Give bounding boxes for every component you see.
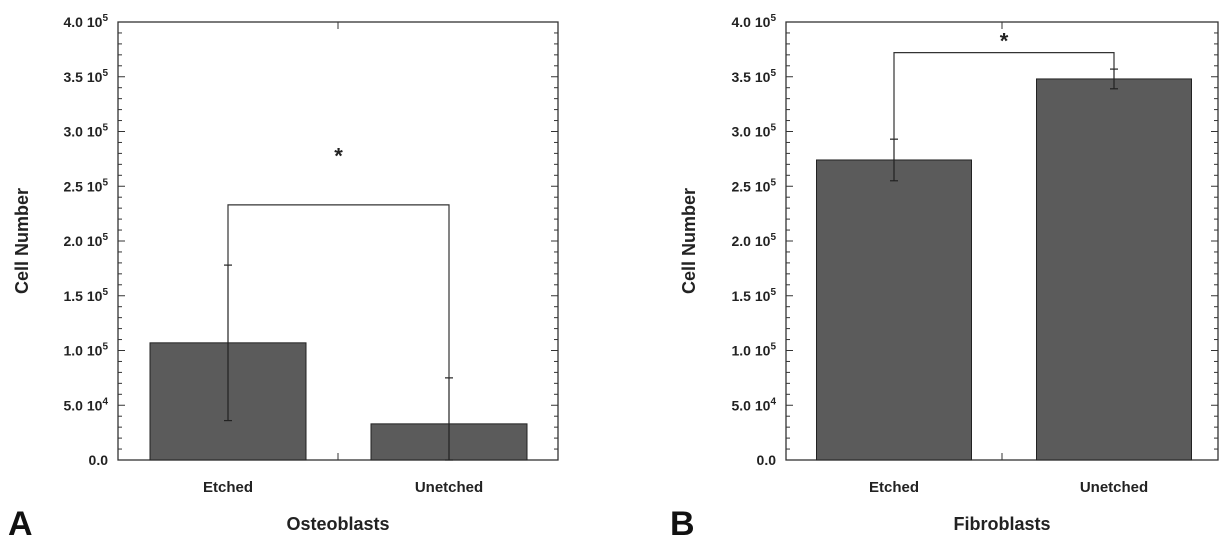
significance-bracket	[227, 204, 450, 378]
y-axis-title: Cell Number	[12, 188, 32, 294]
significance-star: *	[334, 144, 343, 169]
chart-panel-a: 0.0 5.0 104 1.0 105 1.5 105 2.0 105 2.5 105 3.…	[8, 13, 559, 540]
bar-unetched	[1036, 78, 1192, 461]
y-tick-label: 2.0 105	[732, 232, 777, 249]
y-tick-label: 0.0	[89, 452, 109, 468]
y-axis-title: Cell Number	[679, 188, 699, 294]
x-axis-title: Osteoblasts	[286, 514, 389, 534]
y-tick-label: 1.0 105	[732, 342, 777, 359]
y-tick-label: 3.5 105	[64, 68, 109, 85]
panel-letter: A	[8, 505, 33, 540]
y-tick-label: 2.0 105	[64, 232, 109, 249]
y-tick-label: 3.0 105	[732, 123, 777, 140]
bar-etched	[816, 159, 972, 461]
x-tick-label: Unetched	[415, 479, 483, 496]
significance-bracket	[893, 52, 1115, 140]
x-tick-label: Etched	[869, 479, 919, 496]
y-tick-label: 1.5 105	[732, 287, 777, 304]
chart-panel-b: 0.0 5.0 104 1.0 105 1.5 105 2.0 105 2.5 105 3.…	[670, 13, 1219, 540]
y-tick-label: 1.0 105	[64, 342, 109, 359]
x-axis-title: Fibroblasts	[953, 514, 1050, 534]
y-tick-label: 2.5 105	[732, 177, 777, 194]
y-tick-label: 4.0 105	[64, 13, 109, 30]
y-tick-label: 3.0 105	[64, 123, 109, 140]
y-tick-label: 2.5 105	[64, 177, 109, 194]
x-tick-label: Unetched	[1080, 479, 1148, 496]
x-tick-label: Etched	[203, 479, 253, 496]
y-tick-label: 3.5 105	[732, 68, 777, 85]
y-tick-label: 0.0	[757, 452, 777, 468]
y-tick-label: 5.0 104	[64, 396, 109, 413]
y-tick-label: 1.5 105	[64, 287, 109, 304]
y-tick-label: 4.0 105	[732, 13, 777, 30]
significance-star: *	[1000, 29, 1009, 54]
y-tick-label: 5.0 104	[732, 396, 777, 413]
panel-letter: B	[670, 505, 695, 540]
